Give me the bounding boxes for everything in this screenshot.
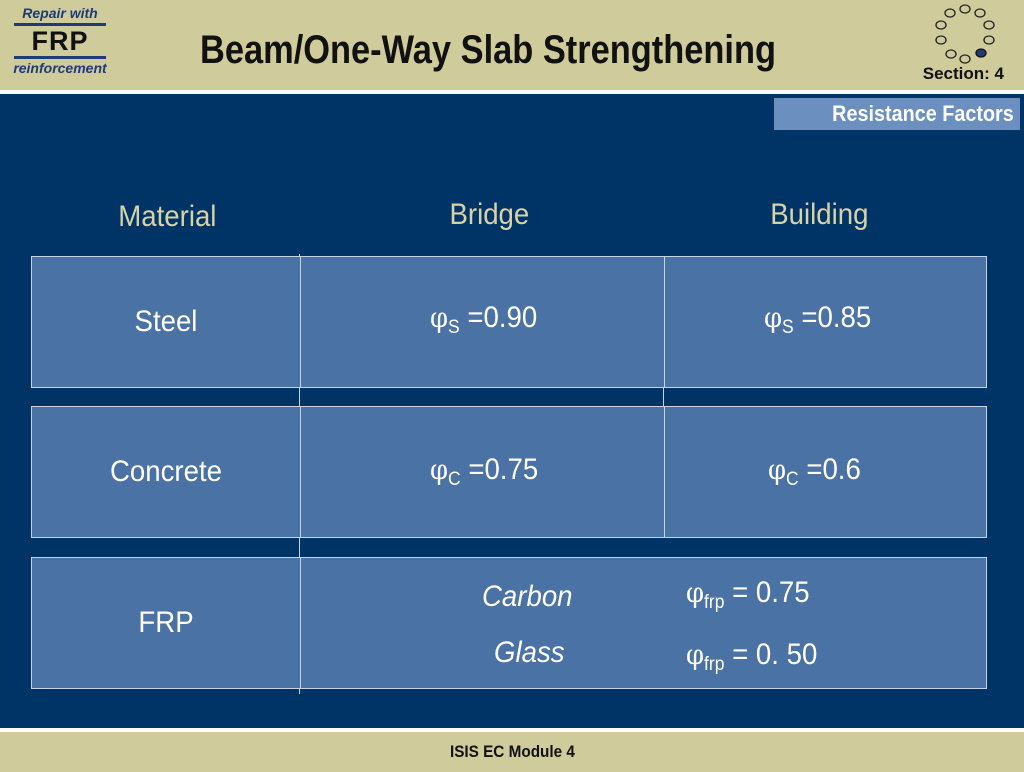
factor-value: =0.75 <box>460 453 539 486</box>
building-value-cell: φS =0.85 <box>764 301 871 339</box>
cell-divider <box>664 407 665 537</box>
module-ring-icon <box>935 4 995 64</box>
factor-value: = 0.75 <box>724 576 810 609</box>
column-header-building: Building <box>770 198 869 231</box>
footer: ISIS EC Module 4 <box>0 732 1024 768</box>
content-panel: Resistance Factors Material Bridge Build… <box>0 94 1024 728</box>
phi-symbol: φ <box>686 638 705 671</box>
cell-divider <box>300 558 301 688</box>
bridge-value-cell: φC =0.75 <box>430 453 538 491</box>
phi-symbol: φ <box>686 576 705 609</box>
phi-subscript: S <box>782 317 794 338</box>
frp-logo: Repair with FRP reinforcement <box>8 5 112 87</box>
footer-divider <box>0 728 1024 732</box>
column-header-material: Material <box>118 200 217 233</box>
cell-divider <box>300 257 301 387</box>
page-title: Beam/One-Way Slab Strengthening <box>200 28 776 72</box>
phi-subscript: frp <box>704 654 725 675</box>
fiber-type-glass: Glass <box>494 636 565 669</box>
cell-divider <box>300 407 301 537</box>
phi-subscript: S <box>448 317 460 338</box>
phi-subscript: C <box>786 469 799 490</box>
section-label: Section: 4 <box>922 64 1004 83</box>
material-cell: Steel <box>134 305 198 338</box>
factor-value: = 0. 50 <box>724 638 818 671</box>
carbon-factor-cell: φfrp = 0.75 <box>686 576 810 614</box>
subtitle-text: Resistance Factors <box>832 101 1014 126</box>
table-row-frp: FRP Carbon φfrp = 0.75 Glass φfrp = 0. 5… <box>31 557 987 689</box>
logo-top-text: Repair with <box>22 5 98 21</box>
table-row-concrete: Concrete φC =0.75 φC =0.6 <box>31 406 987 538</box>
phi-subscript: frp <box>704 592 725 613</box>
logo-bottom-text: reinforcement <box>13 60 107 76</box>
phi-symbol: φ <box>764 301 783 334</box>
cell-divider <box>664 257 665 387</box>
table-row-steel: Steel φS =0.90 φS =0.85 <box>31 256 987 388</box>
building-value-cell: φC =0.6 <box>768 453 861 491</box>
factor-value: =0.6 <box>798 453 861 486</box>
header-band: Repair with FRP reinforcement Beam/One-W… <box>0 0 1024 90</box>
subtitle-tab: Resistance Factors <box>774 98 1020 130</box>
bridge-value-cell: φS =0.90 <box>430 301 537 339</box>
material-cell: Concrete <box>109 455 222 488</box>
factor-value: =0.85 <box>793 301 872 334</box>
material-cell: FRP <box>138 606 194 639</box>
phi-symbol: φ <box>430 301 449 334</box>
fiber-type-carbon: Carbon <box>482 580 573 613</box>
column-divider-2-gap <box>663 388 664 408</box>
column-header-bridge: Bridge <box>449 198 530 231</box>
footer-text: ISIS EC Module 4 <box>449 742 575 761</box>
phi-subscript: C <box>448 469 461 490</box>
phi-symbol: φ <box>768 453 787 486</box>
header-divider <box>0 90 1024 94</box>
glass-factor-cell: φfrp = 0. 50 <box>686 638 817 676</box>
logo-brand-text: FRP <box>14 23 106 59</box>
factor-value: =0.90 <box>459 301 538 334</box>
phi-symbol: φ <box>430 453 449 486</box>
